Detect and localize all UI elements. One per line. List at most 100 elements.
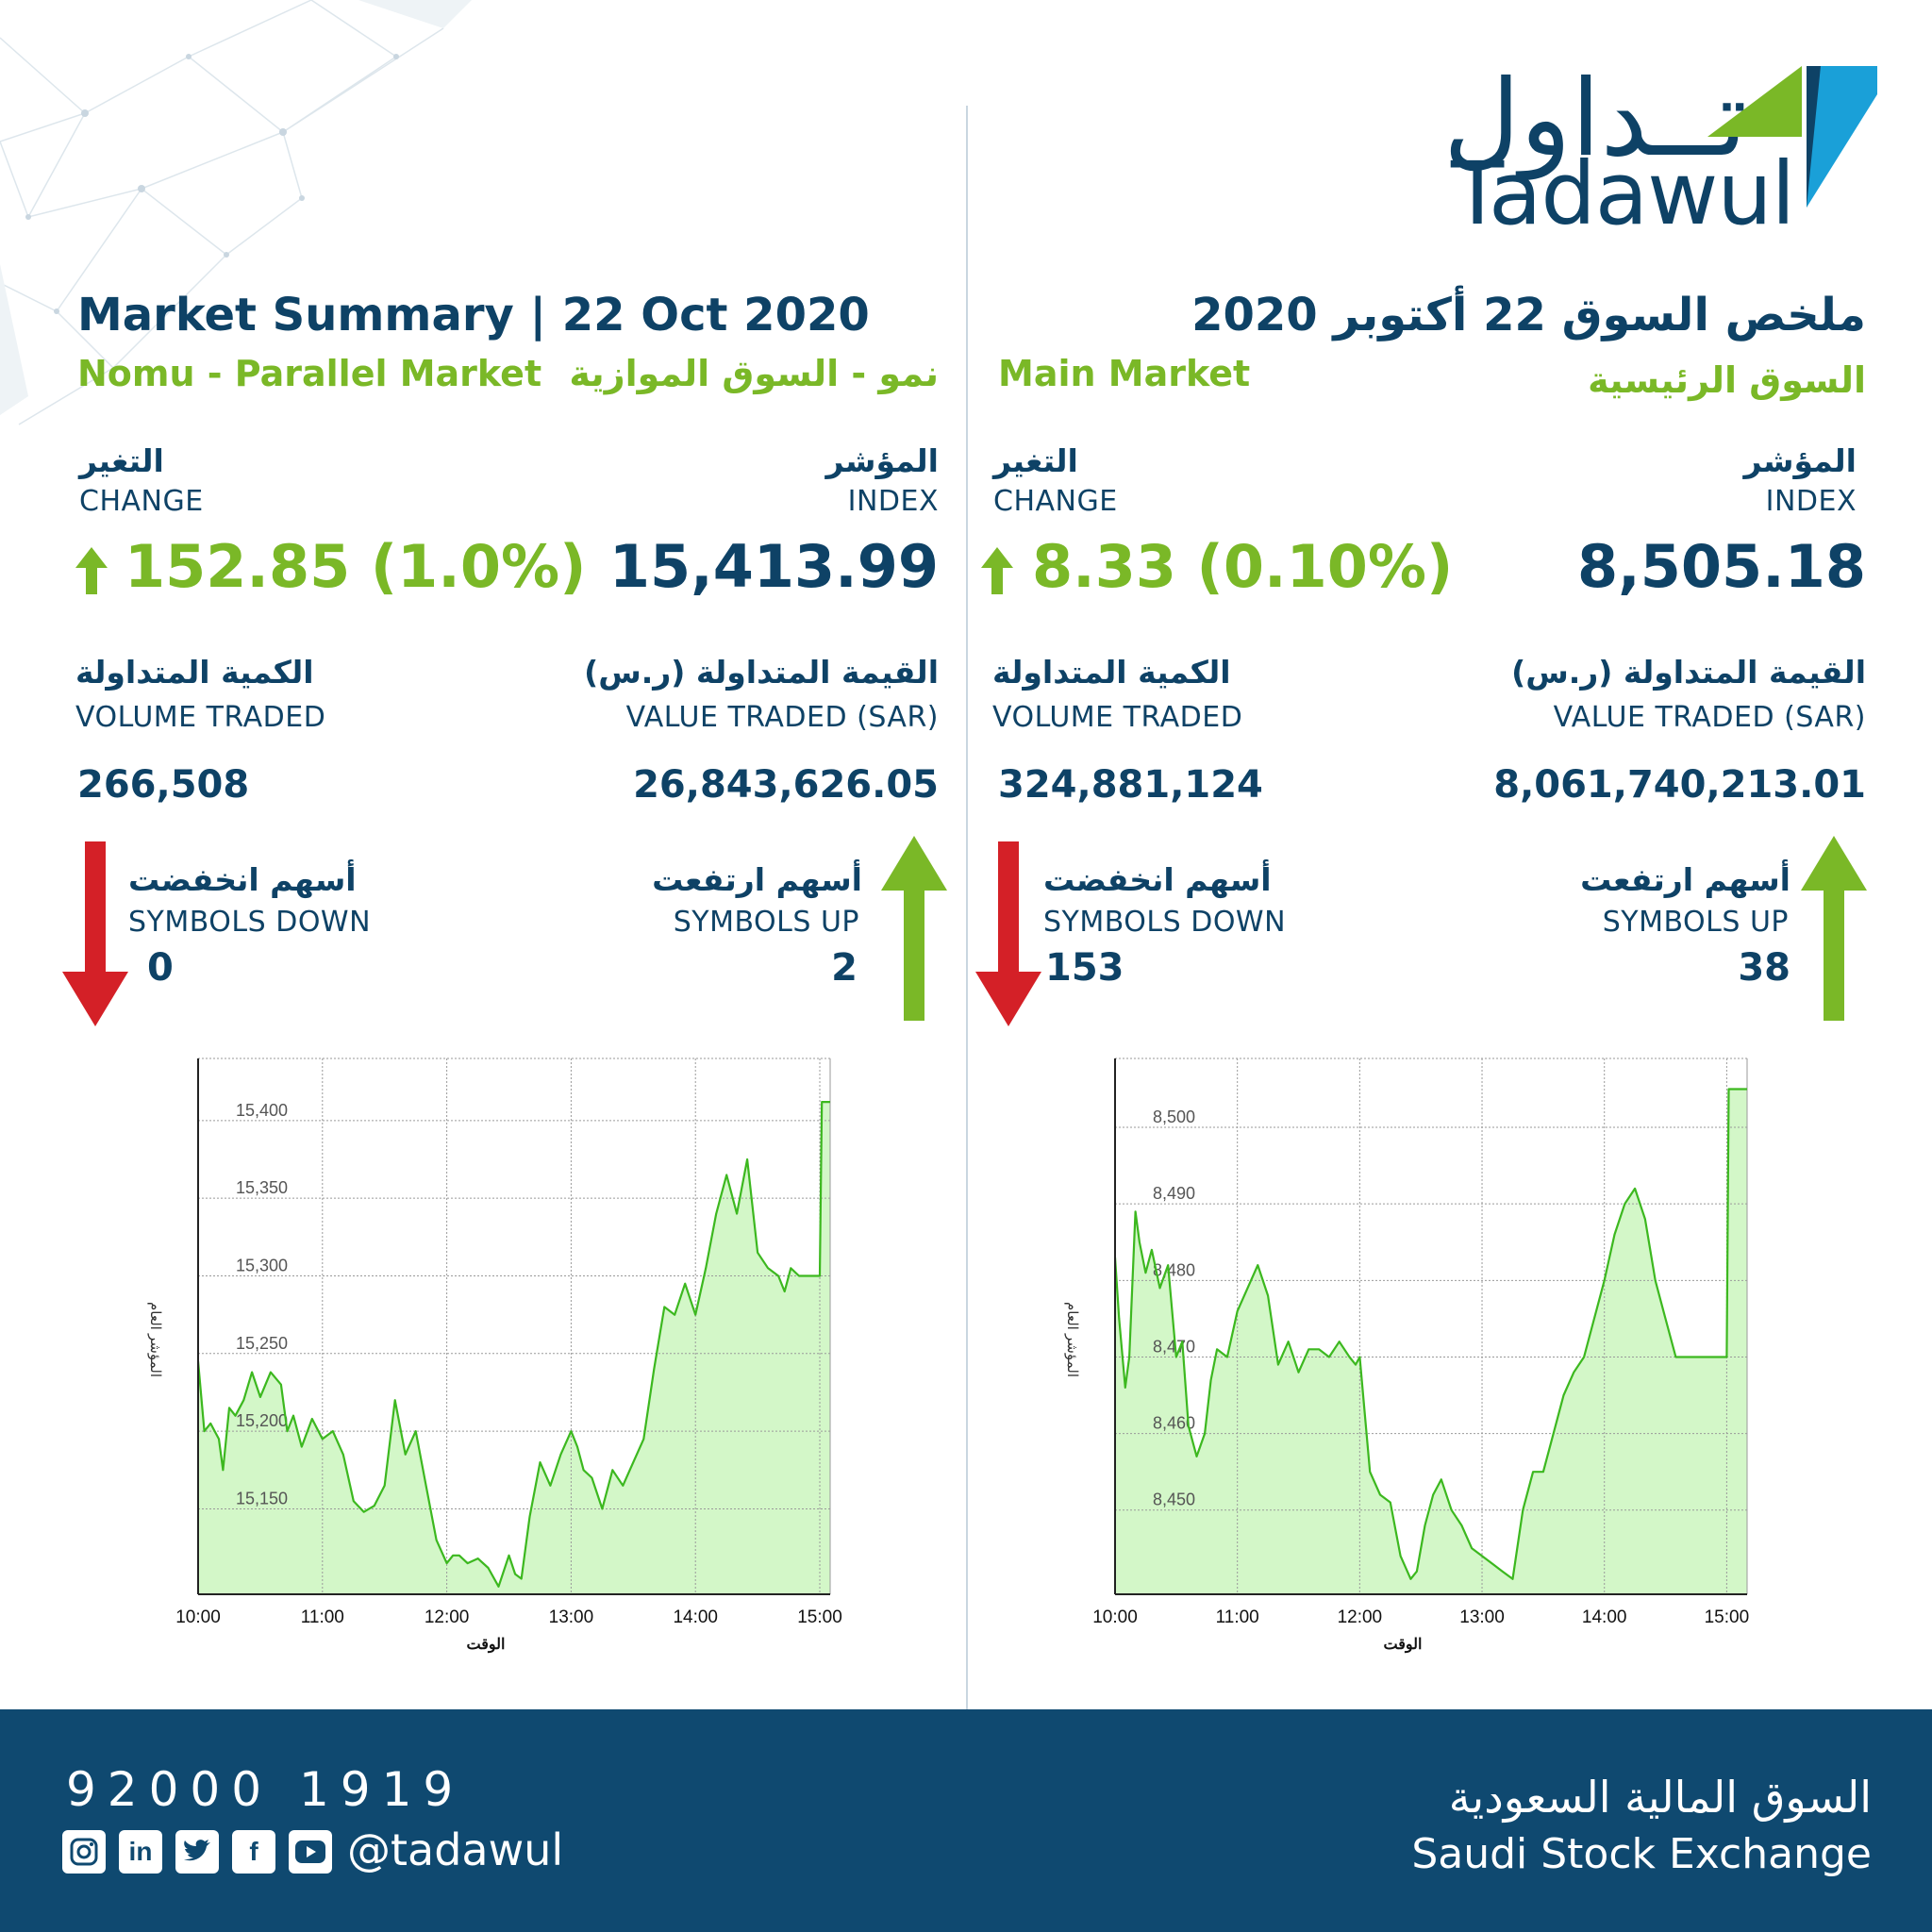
nomu-value-label-en: VALUE TRADED (SAR)	[625, 701, 939, 734]
nomu-volume-label-ar: الكمية المتداولة	[75, 654, 314, 691]
main-value-value: 8,061,740,213.01	[1493, 763, 1866, 807]
social-icons: in f	[62, 1830, 332, 1877]
main-up-label-ar: أسهم ارتفعت	[1580, 861, 1790, 898]
main-up-arrow-icon	[1801, 836, 1867, 1021]
nomu-change-up-icon	[75, 547, 108, 594]
main-index-label-en: INDEX	[1765, 485, 1857, 518]
x-tick-label: 12:00	[425, 1607, 470, 1627]
y-axis-label: المؤشر العام	[1064, 1302, 1080, 1377]
footer-name-english: Saudi Stock Exchange	[1411, 1830, 1872, 1878]
y-tick-label: 15,300	[236, 1256, 288, 1274]
nomu-index-value: 15,413.99	[608, 532, 939, 601]
nomu-up-arrow-icon	[881, 836, 947, 1021]
instagram-icon[interactable]	[62, 1830, 106, 1874]
index-area-fill	[198, 1102, 830, 1594]
nomu-volume-label-en: VOLUME TRADED	[75, 701, 326, 734]
x-axis-label: الوقت	[1384, 1637, 1423, 1654]
main-index-chart: 8,450 8,460 8,470 8,480 8,490 8,500 10:00 11:00…	[1030, 1038, 1785, 1670]
y-tick-label: 8,490	[1153, 1184, 1195, 1203]
x-tick-label: 12:00	[1338, 1607, 1383, 1627]
footer-phone[interactable]: 92000 1919	[66, 1762, 465, 1817]
main-down-label-en: SYMBOLS DOWN	[1043, 906, 1287, 939]
nomu-down-value: 0	[147, 946, 174, 990]
index-area-fill	[1115, 1089, 1747, 1594]
column-divider	[966, 106, 968, 1709]
y-tick-label: 15,250	[236, 1334, 288, 1353]
nomu-name-english: Nomu - Parallel Market	[77, 353, 542, 394]
tadawul-logo-mark	[1707, 66, 1877, 208]
y-tick-label: 15,400	[236, 1101, 288, 1120]
y-tick-label: 8,460	[1153, 1414, 1195, 1433]
nomu-change-label-ar: التغير	[79, 442, 164, 479]
facebook-icon[interactable]: f	[232, 1830, 275, 1874]
nomu-down-arrow-icon	[62, 841, 128, 1026]
main-index-label-ar: المؤشر	[1743, 442, 1857, 479]
youtube-icon[interactable]	[289, 1830, 332, 1874]
x-tick-label: 13:00	[1459, 1607, 1505, 1627]
title-english: Market Summary | 22 Oct 2020	[77, 289, 870, 341]
x-tick-label: 13:00	[549, 1607, 594, 1627]
nomu-index-label-en: INDEX	[847, 485, 939, 518]
main-up-value: 38	[1738, 946, 1790, 990]
nomu-up-value: 2	[831, 946, 858, 990]
x-tick-label: 10:00	[175, 1607, 221, 1627]
nomu-up-label-ar: أسهم ارتفعت	[652, 861, 862, 898]
main-down-label-ar: أسهم انخفضت	[1043, 861, 1272, 898]
y-tick-label: 8,470	[1153, 1337, 1195, 1356]
main-value-label-ar: القيمة المتداولة (ر.س)	[1511, 654, 1866, 691]
main-change-value: 8.33 (0.10%)	[1032, 532, 1454, 601]
nomu-change-value: 152.85 (1.0%)	[125, 532, 587, 601]
logo-english: Tadawul	[1451, 143, 1795, 244]
index-line	[1113, 1088, 1747, 1580]
main-name-arabic: السوق الرئيسية	[1588, 359, 1866, 401]
main-volume-label-en: VOLUME TRADED	[992, 701, 1243, 734]
footer-bar	[0, 1709, 1932, 1932]
main-change-label-ar: التغير	[993, 442, 1078, 479]
main-name-english: Main Market	[998, 353, 1251, 394]
footer-name-arabic: السوق المالية السعودية	[1448, 1772, 1872, 1823]
x-tick-label: 10:00	[1092, 1607, 1138, 1627]
main-down-arrow-icon	[975, 841, 1041, 1026]
main-change-label-en: CHANGE	[993, 485, 1118, 518]
x-tick-label: 15:00	[1705, 1607, 1750, 1627]
nomu-name-arabic: نمو - السوق الموازية	[569, 353, 939, 394]
network-background-decoration	[0, 0, 472, 425]
nomu-volume-value: 266,508	[77, 763, 250, 807]
x-tick-label: 14:00	[1582, 1607, 1627, 1627]
nomu-down-label-ar: أسهم انخفضت	[128, 861, 357, 898]
twitter-icon[interactable]	[175, 1830, 219, 1874]
y-tick-label: 15,200	[236, 1411, 288, 1430]
x-tick-label: 11:00	[301, 1607, 344, 1627]
main-change-up-icon	[981, 547, 1013, 594]
nomu-up-label-en: SYMBOLS UP	[673, 906, 859, 939]
y-tick-label: 8,500	[1153, 1108, 1195, 1126]
main-up-label-en: SYMBOLS UP	[1602, 906, 1789, 939]
nomu-value-label-ar: القيمة المتداولة (ر.س)	[584, 654, 939, 691]
main-index-value: 8,505.18	[1577, 532, 1866, 601]
y-tick-label: 8,450	[1153, 1491, 1195, 1509]
nomu-index-label-ar: المؤشر	[825, 442, 940, 479]
y-tick-label: 15,150	[236, 1489, 288, 1507]
main-chart-svg: 8,450 8,460 8,470 8,480 8,490 8,500 10:00 11:00…	[1064, 1058, 1750, 1654]
main-volume-label-ar: الكمية المتداولة	[992, 654, 1231, 691]
x-axis-label: الوقت	[467, 1637, 506, 1654]
footer-handle[interactable]: @tadawul	[347, 1824, 564, 1875]
x-tick-label: 14:00	[673, 1607, 718, 1627]
nomu-chart-svg: 15,150 15,200 15,250 15,300 15,350 15,400 10:0…	[147, 1058, 842, 1654]
nomu-down-label-en: SYMBOLS DOWN	[128, 906, 372, 939]
main-down-value: 153	[1045, 946, 1124, 990]
y-axis-label: المؤشر العام	[147, 1302, 163, 1377]
title-arabic: ملخص السوق 22 أكتوبر 2020	[1191, 289, 1866, 341]
logo-arabic: تــداول	[1443, 58, 1748, 180]
index-line	[196, 1101, 830, 1588]
x-tick-label: 15:00	[797, 1607, 842, 1627]
main-volume-value: 324,881,124	[998, 763, 1263, 807]
nomu-change-label-en: CHANGE	[79, 485, 204, 518]
y-tick-label: 15,350	[236, 1178, 288, 1197]
linkedin-icon[interactable]: in	[119, 1830, 162, 1874]
main-value-label-en: VALUE TRADED (SAR)	[1553, 701, 1866, 734]
nomu-value-value: 26,843,626.05	[633, 763, 939, 807]
nomu-index-chart: 15,150 15,200 15,250 15,300 15,350 15,400 10:0…	[113, 1038, 868, 1670]
y-tick-label: 8,480	[1153, 1260, 1195, 1279]
x-tick-label: 11:00	[1216, 1607, 1259, 1627]
